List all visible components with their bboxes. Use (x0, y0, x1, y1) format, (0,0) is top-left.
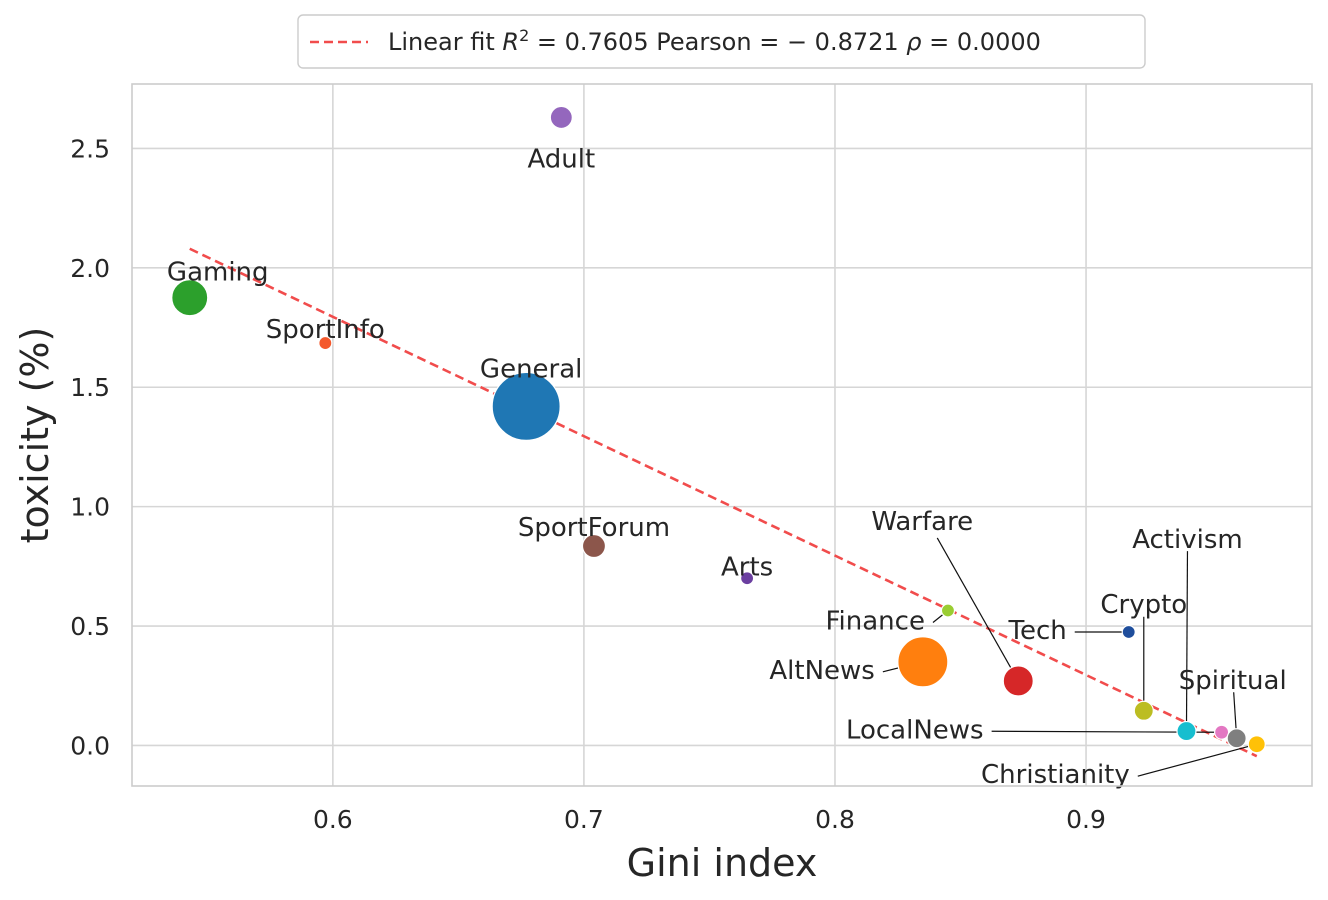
point-localnews (1214, 724, 1230, 740)
label-spiritual: Spiritual (1179, 666, 1287, 696)
label-sportinfo: SportInfo (266, 315, 385, 345)
point-tech (1121, 624, 1136, 640)
point-sportinfo (318, 335, 333, 351)
label-tech: Tech (1007, 616, 1066, 646)
x-tick-labels: 0.6 0.7 0.8 0.9 (313, 805, 1106, 834)
label-adult: Adult (527, 144, 595, 174)
y-tick-label: 0.5 (70, 612, 110, 641)
point-finance (940, 603, 956, 618)
label-warfare: Warfare (871, 507, 973, 537)
label-finance: Finance (825, 607, 924, 637)
point-sportforum (581, 533, 607, 559)
y-axis-label: toxicity (%) (13, 327, 57, 544)
point-spiritual (1226, 728, 1247, 749)
y-tick-label: 0.0 (70, 731, 110, 760)
point-labels: General AltNews Gaming Adult SportInfo SportF… (167, 144, 1287, 790)
label-general: General (480, 354, 582, 384)
fit-line-group (189, 247, 1258, 758)
point-gaming (171, 279, 209, 317)
point-general (491, 371, 561, 441)
label-crypto: Crypto (1100, 590, 1187, 620)
x-axis-label: Gini index (627, 841, 818, 885)
point-christianity (1247, 735, 1266, 754)
label-altnews: AltNews (769, 656, 874, 686)
point-altnews (897, 636, 949, 688)
x-tick-label: 0.6 (313, 805, 353, 834)
x-tick-label: 0.7 (564, 805, 604, 834)
label-leader-lines (882, 537, 1257, 777)
legend-box (297, 14, 1146, 69)
point-warfare (1002, 665, 1034, 697)
label-arts: Arts (721, 552, 773, 582)
x-tick-label: 0.9 (1066, 805, 1106, 834)
plot-background (132, 84, 1312, 786)
data-points (171, 105, 1266, 754)
y-tick-label: 1.0 (70, 493, 110, 522)
x-tick-label: 0.8 (815, 805, 855, 834)
y-tick-labels: 0.0 0.5 1.0 1.5 2.0 2.5 (70, 134, 110, 760)
y-tick-label: 2.0 (70, 254, 110, 283)
linear-fit-line (189, 247, 1258, 758)
label-sportforum: SportForum (518, 513, 670, 543)
point-adult (549, 105, 573, 130)
label-activism: Activism (1132, 525, 1243, 555)
grid-lines (132, 84, 1312, 786)
point-crypto (1133, 700, 1154, 721)
y-tick-label: 1.5 (70, 373, 110, 402)
y-tick-label: 2.5 (70, 134, 110, 163)
leader-christianity (1137, 743, 1257, 777)
legend-text: Linear fit R2 = 0.7605 Pearson = − 0.872… (388, 26, 1041, 56)
point-activism (1176, 720, 1197, 742)
leader-warfare (936, 537, 1019, 682)
label-localnews: LocalNews (846, 715, 984, 745)
legend: Linear fit R2 = 0.7605 Pearson = − 0.872… (297, 14, 1146, 69)
leader-activism (1185, 551, 1189, 732)
label-gaming: Gaming (167, 258, 269, 288)
point-arts (740, 571, 755, 586)
plot-frame (131, 83, 1313, 787)
